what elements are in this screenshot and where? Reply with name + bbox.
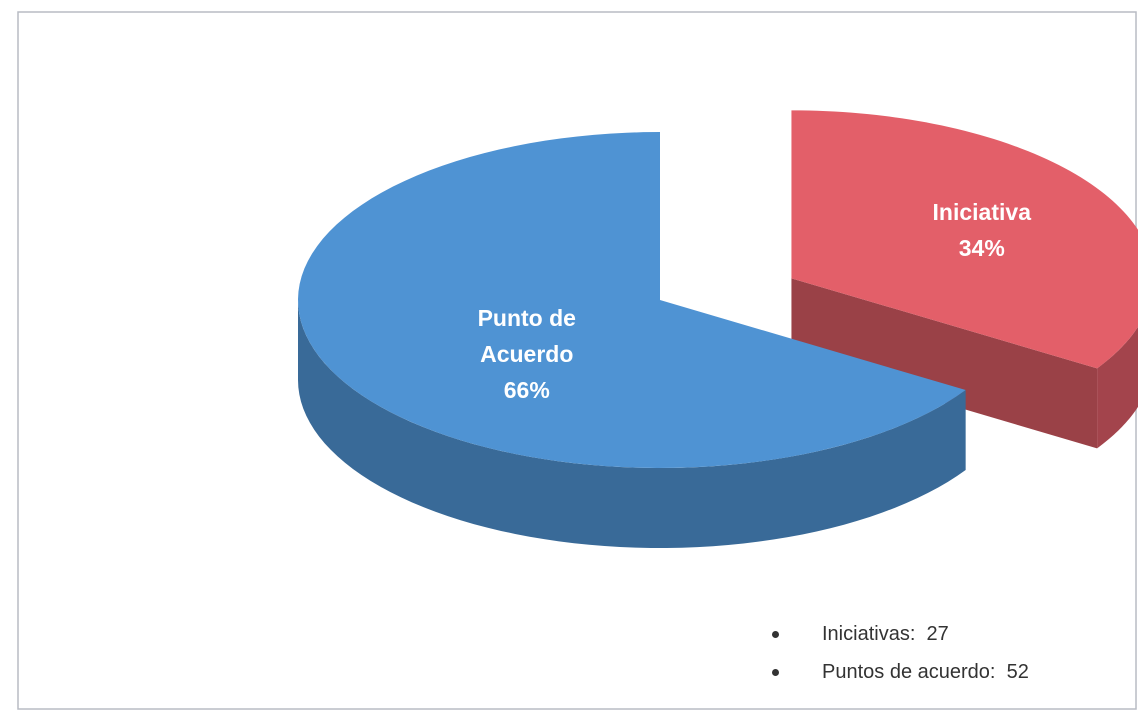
slice-side: [298, 300, 966, 548]
slice-label: Iniciativa 34%: [912, 194, 1052, 266]
slice-name: Iniciativa: [932, 198, 1031, 225]
slice: [791, 110, 1138, 449]
slice-name: Punto de Acuerdo: [477, 304, 576, 367]
slice-value: 66%: [503, 376, 550, 403]
note-label: Puntos de acuerdo:: [822, 661, 996, 683]
slice-top: [791, 110, 1138, 369]
notes: Iniciativas: 27 Puntos de acuerdo: 52: [770, 615, 1029, 691]
note-value: 52: [1006, 661, 1029, 683]
slice-label: Punto de Acuerdo 66%: [457, 300, 597, 408]
note-label: Iniciativas:: [822, 623, 916, 645]
slice-top: [298, 132, 966, 468]
slice: [298, 132, 966, 548]
slice-value: 34%: [958, 234, 1005, 261]
note: Puntos de acuerdo: 52: [770, 653, 1029, 691]
slice-side: [1097, 326, 1138, 449]
note-value: 27: [926, 623, 949, 645]
slice-face: [791, 278, 1098, 449]
note: Iniciativas: 27: [770, 615, 1029, 653]
